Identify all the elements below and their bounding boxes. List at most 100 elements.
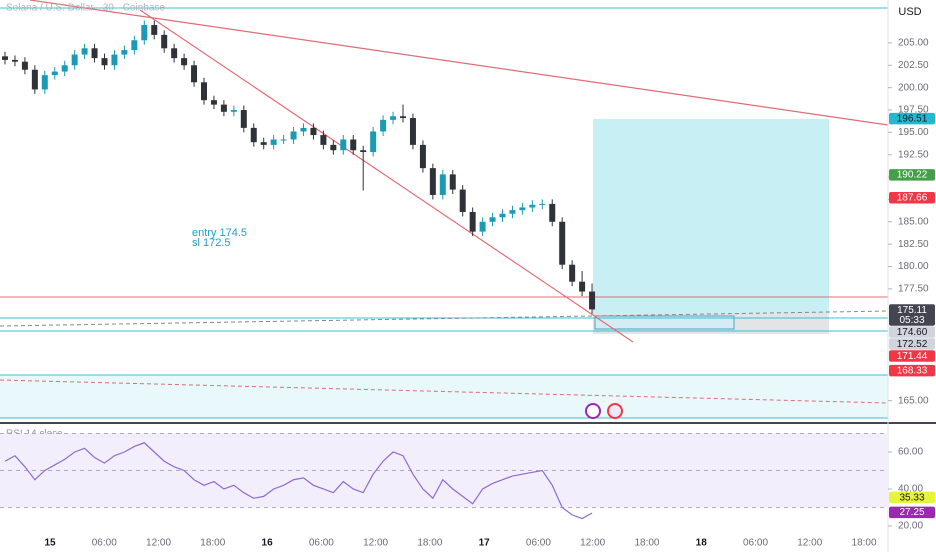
event-icon[interactable] xyxy=(585,403,601,419)
x-tick-label: 12:00 xyxy=(580,538,605,549)
candle-body xyxy=(370,131,377,153)
candle-body xyxy=(81,48,88,55)
price-badge-label: 190.22 xyxy=(897,170,928,181)
candle-body xyxy=(51,71,58,76)
x-tick-label: 06:00 xyxy=(92,538,117,549)
candle-body xyxy=(2,56,8,60)
candle-body xyxy=(529,204,536,208)
y-tick-label: 185.00 xyxy=(898,216,929,227)
candle-body xyxy=(429,168,436,195)
y-tick-label: 180.00 xyxy=(898,261,929,272)
price-badge-sub: 05:33 xyxy=(899,315,924,326)
x-tick-label: 06:00 xyxy=(743,538,768,549)
candle-body xyxy=(101,58,108,66)
candle-body xyxy=(131,40,138,51)
x-tick-label: 18:00 xyxy=(200,538,225,549)
candle-body xyxy=(469,211,476,232)
price-badge-label: 196.51 xyxy=(897,113,928,124)
candle-body xyxy=(509,210,516,214)
price-badge-label: 171.44 xyxy=(897,351,928,362)
price-badge-label: 27.25 xyxy=(899,507,924,518)
candle-body xyxy=(310,127,317,136)
price-badge xyxy=(889,491,935,504)
candle-body xyxy=(419,144,426,169)
candle-body xyxy=(390,116,397,120)
candle-body xyxy=(380,119,387,132)
candle-body xyxy=(171,48,178,59)
price-badge-label: 175.11 xyxy=(897,305,927,316)
candle-body xyxy=(439,174,446,195)
x-tick-label: 06:00 xyxy=(526,538,551,549)
x-tick-label: 12:00 xyxy=(797,538,822,549)
candle-body xyxy=(141,25,148,41)
zone-band xyxy=(0,375,888,418)
candle-body xyxy=(549,203,556,222)
candle-body xyxy=(201,82,207,101)
x-tick-label: 18:00 xyxy=(417,538,442,549)
y-tick-label: 200.00 xyxy=(898,82,929,93)
rsi-line xyxy=(4,442,593,520)
candle-body xyxy=(409,118,416,145)
candle-body xyxy=(181,58,188,66)
candle-body xyxy=(300,127,307,132)
candle-body xyxy=(350,139,357,151)
candle-body xyxy=(559,221,566,265)
candle-body xyxy=(479,221,486,232)
x-tick-label: 12:00 xyxy=(363,538,388,549)
x-tick-label: 16 xyxy=(262,538,274,549)
entry-box xyxy=(594,315,735,330)
candle-body xyxy=(519,207,526,211)
price-badge xyxy=(889,338,935,350)
candle-body xyxy=(290,131,297,140)
candle-body xyxy=(280,139,287,141)
candle-body xyxy=(240,109,247,128)
symbol-title: Solana / U.S. Dollar · 30 · Coinbase xyxy=(6,3,165,14)
candle-body xyxy=(161,34,168,49)
y-tick-label: 165.00 xyxy=(898,395,929,406)
price-badge-label: 35.33 xyxy=(899,492,924,503)
candle-body xyxy=(210,100,217,105)
candle-body xyxy=(121,50,128,55)
price-badge xyxy=(889,326,935,338)
candle-body xyxy=(400,116,406,119)
candle-body xyxy=(61,65,68,72)
y-tick-label: 202.50 xyxy=(898,60,929,71)
candle-body xyxy=(220,104,227,112)
candle-body xyxy=(111,54,118,66)
y-tick-label: 177.50 xyxy=(898,283,929,294)
event-icon[interactable] xyxy=(607,403,623,419)
candle-body xyxy=(539,203,546,205)
y-tick-label: 40.00 xyxy=(898,484,923,495)
price-badge-label: 174.60 xyxy=(897,327,928,338)
x-tick-label: 17 xyxy=(479,538,491,549)
x-tick-label: 18:00 xyxy=(634,538,659,549)
y-tick-label: 205.00 xyxy=(898,38,929,49)
x-tick-label: 12:00 xyxy=(146,538,171,549)
currency[interactable]: USD xyxy=(898,6,921,18)
level-line xyxy=(0,310,889,327)
candle-body xyxy=(230,109,237,112)
candle-body xyxy=(191,65,198,83)
price-badge xyxy=(889,169,935,181)
candle-body xyxy=(11,59,18,62)
candle-body xyxy=(489,217,496,222)
price-badge xyxy=(889,350,935,362)
x-tick-label: 06:00 xyxy=(309,538,334,549)
x-tick-label: 15 xyxy=(44,538,56,549)
candle-body xyxy=(340,139,347,151)
annotation: sl 172.5 xyxy=(192,237,231,249)
price-badge-label: 187.66 xyxy=(897,193,928,204)
candle-body xyxy=(360,150,367,153)
price-badge-label: 168.33 xyxy=(897,366,928,377)
candle-body xyxy=(569,264,576,282)
candle-body xyxy=(41,75,48,90)
target-zone xyxy=(593,119,829,313)
y-tick-label: 192.50 xyxy=(898,149,929,160)
candle-body xyxy=(499,213,506,218)
x-tick-label: 18:00 xyxy=(852,538,877,549)
candle-body xyxy=(91,48,98,59)
price-badge xyxy=(889,364,935,377)
candle-body xyxy=(449,174,456,190)
y-tick-label: 60.00 xyxy=(898,447,923,458)
